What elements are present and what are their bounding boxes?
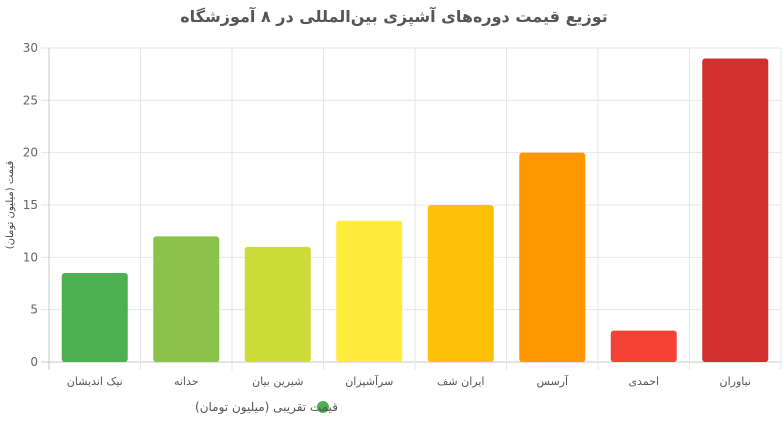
bars xyxy=(61,58,769,362)
y-tick-label: 5 xyxy=(30,303,38,317)
legend[interactable]: قیمت تقریبی (میلیون تومان) xyxy=(195,400,338,415)
bar xyxy=(427,205,494,362)
grid xyxy=(41,47,782,370)
bar xyxy=(702,58,769,362)
bar xyxy=(61,273,128,362)
x-tick-label: سرآشپزان xyxy=(345,374,393,388)
x-tick-label: نیاوران xyxy=(720,375,752,388)
bar xyxy=(153,236,220,362)
bar xyxy=(336,220,403,362)
y-tick-label: 15 xyxy=(23,198,38,212)
bar xyxy=(244,246,311,362)
legend-marker xyxy=(317,401,329,413)
y-tick-label: 10 xyxy=(23,250,38,264)
chart-title: توزیع قیمت دوره‌های آشپزی بین‌المللی در … xyxy=(180,6,608,27)
y-tick-label: 30 xyxy=(23,41,38,55)
x-tick-label: شیرین بیان xyxy=(252,375,303,388)
bar xyxy=(519,152,586,362)
x-tick-label: ایران شف xyxy=(437,375,484,388)
bar xyxy=(610,330,677,362)
y-tick-label: 0 xyxy=(30,355,38,369)
x-tick-label: حدانه xyxy=(174,375,199,388)
x-tick-label: نیک اندیشان xyxy=(67,375,123,388)
y-axis-ticks: 0 5 10 15 20 25 30 xyxy=(23,41,38,369)
y-axis-title: قیمت (میلیون تومان) xyxy=(5,161,16,250)
y-tick-label: 20 xyxy=(23,146,38,160)
x-tick-label: احمدی xyxy=(628,375,659,388)
x-tick-label: آرسس xyxy=(536,374,569,388)
x-axis-labels: نیک اندیشان حدانه شیرین بیان سرآشپزان ایران … xyxy=(67,374,751,388)
y-tick-label: 25 xyxy=(23,93,38,107)
legend-label: قیمت تقریبی (میلیون تومان) xyxy=(195,400,338,415)
